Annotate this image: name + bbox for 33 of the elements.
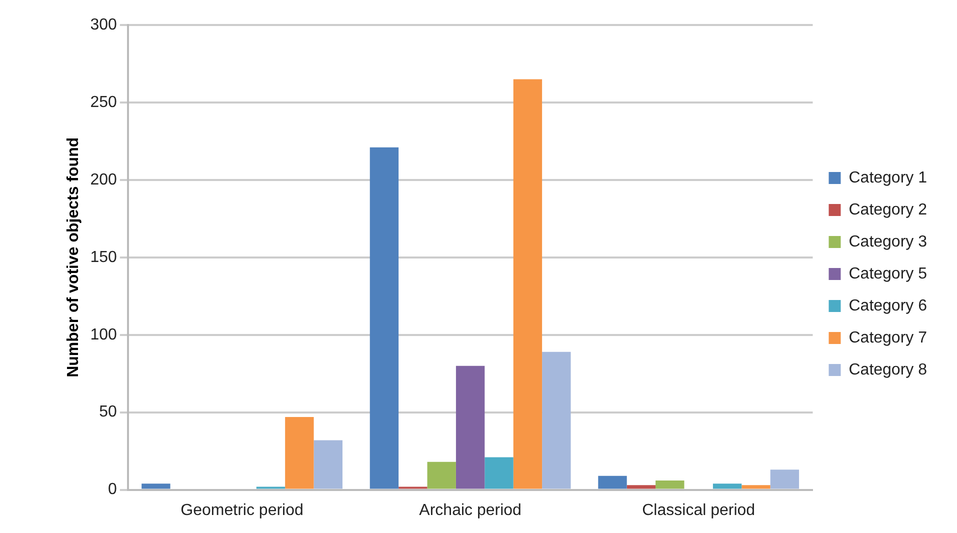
bar <box>598 476 627 489</box>
x-tick-label: Archaic period <box>419 502 522 519</box>
bar <box>712 484 742 489</box>
legend-label: Category 1 <box>848 169 928 186</box>
legend-label: Category 2 <box>848 201 928 218</box>
bar <box>314 440 342 489</box>
bar <box>484 457 514 489</box>
legend-label: Category 3 <box>848 233 928 250</box>
legend-label: Category 7 <box>848 329 928 346</box>
legend-label: Category 6 <box>848 297 928 314</box>
x-tick-label: Geometric period <box>180 502 304 519</box>
y-tick-label: 100 <box>90 326 117 344</box>
y-tick-label: 250 <box>90 94 117 111</box>
bar <box>142 484 170 489</box>
bar <box>513 79 542 489</box>
y-tick-label: 200 <box>90 171 117 188</box>
y-axis-title: Number of votive objects found <box>65 137 82 378</box>
bar <box>656 480 684 489</box>
bar <box>542 352 571 489</box>
y-tick-label: 300 <box>90 16 117 34</box>
bar <box>626 485 656 489</box>
x-tick-label: Classical period <box>642 502 756 519</box>
bar <box>456 366 485 489</box>
bar <box>285 416 314 489</box>
bar <box>370 147 399 489</box>
bar <box>770 470 800 489</box>
bar <box>742 485 770 489</box>
y-tick-label: 150 <box>90 248 117 266</box>
y-tick-label: 0 <box>108 481 117 498</box>
bar <box>427 462 456 489</box>
legend-label: Category 5 <box>848 265 928 282</box>
y-tick-label: 50 <box>99 404 117 421</box>
legend-label: Category 8 <box>848 361 928 378</box>
